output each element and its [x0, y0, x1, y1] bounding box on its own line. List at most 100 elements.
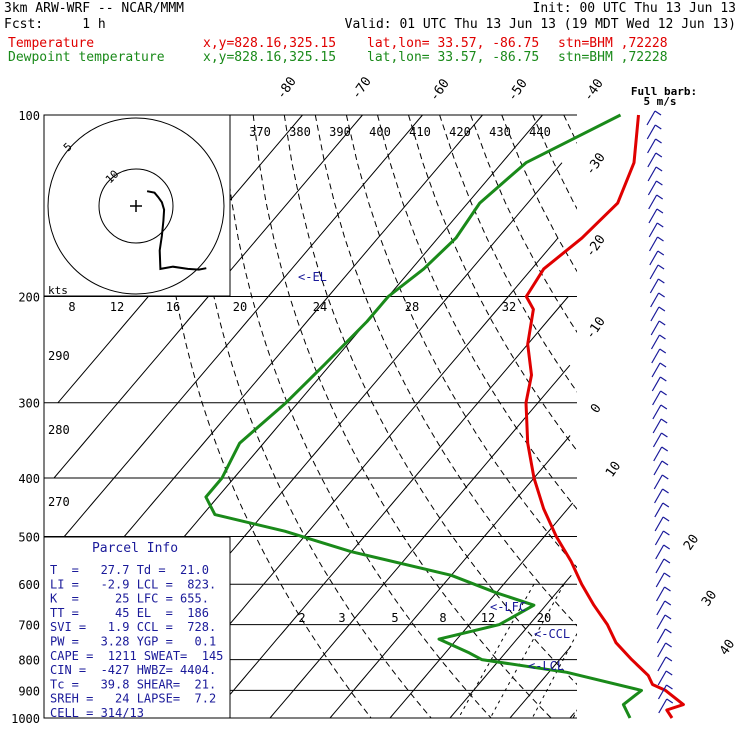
wind-barb-flag — [665, 656, 673, 662]
wind-barb-flag — [664, 614, 672, 620]
wind-barb — [649, 278, 659, 294]
dewpoint-legend-latlon: lat,lon= 33.57, -86.75 — [367, 50, 540, 65]
pressure-label: 800 — [18, 654, 40, 668]
wind-barb — [654, 502, 664, 518]
mixing-ratio-label: 2 — [298, 611, 305, 625]
wind-barb — [653, 460, 663, 476]
isotherm-line — [269, 364, 571, 719]
mixing-ratio-label: 3 — [338, 611, 345, 625]
wind-barb — [656, 600, 666, 616]
wind-barb-flag — [657, 250, 665, 256]
level-annotation: <-LFC — [490, 600, 526, 614]
model-title: 3km ARW-WRF -- NCAR/MMM — [4, 1, 185, 16]
isotherm-label: 0 — [588, 401, 605, 416]
hodograph-ring-outer — [47, 117, 225, 295]
theta-label: 400 — [369, 125, 391, 139]
pressure-label: 700 — [18, 619, 40, 633]
wind-barb-flag — [659, 376, 667, 382]
mixing-ratio-line — [610, 584, 677, 718]
parcel-info-row: K = 25 LFC = 655. — [50, 592, 209, 606]
temperature-tick-label: 24 — [313, 300, 327, 314]
wind-barb — [657, 684, 668, 700]
wind-barb — [655, 586, 666, 602]
pressure-label: 500 — [18, 530, 40, 544]
mixing-ratio-label: 5 — [391, 611, 398, 625]
isotherm-label: -30 — [583, 150, 609, 178]
wind-barb-flag — [663, 544, 671, 550]
wind-barb-flag — [660, 404, 668, 410]
level-annotation: <-CCL — [534, 627, 570, 641]
level-annotation: <-LCL — [528, 659, 564, 673]
wind-barb-flag — [658, 320, 666, 326]
wind-barb-flag — [659, 362, 667, 368]
wind-barb-flag — [657, 264, 665, 270]
isotherm-label: -20 — [583, 232, 609, 260]
theta-label: 430 — [489, 125, 511, 139]
wind-barb-flag — [657, 236, 664, 242]
wind-barb-flag — [660, 390, 667, 396]
parcel-info-row: Tc = 39.8 SHEAR= 21. — [50, 677, 216, 691]
wind-barb — [654, 488, 664, 504]
dry-adiabat — [221, 115, 492, 718]
wind-barb-flag — [665, 628, 672, 634]
temperature-tick-label: 28 — [405, 300, 419, 314]
theta-label: 370 — [249, 125, 271, 139]
wind-barb — [648, 208, 658, 224]
dry-adiabat — [252, 115, 552, 718]
temperature-tick-label: 12 — [110, 300, 124, 314]
wind-barb-flag — [659, 334, 666, 340]
wind-barb-flag — [665, 670, 673, 676]
wind-barb-flag — [658, 292, 665, 298]
isotherm-label: -70 — [349, 74, 375, 102]
wind-barb-flag — [656, 208, 664, 214]
theta-label: 380 — [289, 125, 311, 139]
level-annotation: <-EL — [298, 270, 327, 284]
isotherm-label: 40 — [717, 637, 738, 658]
wind-barb-flag — [664, 600, 672, 606]
wind-barb — [650, 334, 661, 350]
wind-barb-flag — [660, 418, 668, 424]
theta-e-labels: 370 380 390 400 410 420 430 440 — [249, 125, 551, 139]
wind-barb — [646, 124, 656, 140]
temperature-legend-latlon: lat,lon= 33.57, -86.75 — [367, 36, 540, 51]
isotherm-line — [53, 114, 363, 479]
dewpoint-legend-name: Dewpoint temperature — [8, 50, 165, 65]
wind-barb — [649, 250, 659, 266]
wind-barb — [657, 656, 667, 672]
pressure-label: 400 — [18, 472, 40, 486]
parcel-info-title: Parcel Info — [92, 541, 178, 556]
wind-barb-flag — [656, 222, 664, 228]
wind-barb-flag — [661, 432, 668, 438]
wind-barb-flag — [661, 474, 669, 480]
pressure-label: 600 — [18, 578, 40, 592]
wind-barbs: Full barb:5 m/s — [631, 85, 697, 714]
parcel-info-row: CELL = 314/13 — [50, 706, 144, 720]
hodograph-ring-inner — [98, 168, 174, 244]
wind-barb — [657, 642, 667, 658]
wind-barb — [656, 628, 666, 644]
dewpoint-legend-xy: x,y=828.16,325.15 — [203, 50, 337, 65]
forecast-hour: Fcst: 1 h — [4, 17, 106, 32]
pressure-label: 1000 — [11, 712, 40, 726]
wind-barb — [658, 698, 668, 714]
wind-barb — [656, 614, 666, 630]
wind-barb-flag — [662, 488, 669, 494]
wind-barb — [652, 418, 662, 434]
dry-adiabats — [159, 115, 740, 718]
parcel-info-row: CIN = -427 HWBZ= 4404. — [50, 663, 216, 677]
isotherm-label: 10 — [603, 459, 624, 480]
wind-barb — [651, 348, 661, 364]
wind-barb — [655, 558, 665, 574]
dry-adiabat — [314, 115, 577, 627]
dry-adiabat — [408, 115, 577, 452]
wind-barb — [650, 306, 660, 322]
wind-barb-flag — [663, 572, 671, 578]
wind-barb-flag — [666, 698, 674, 704]
valid-time: Valid: 01 UTC Thu 13 Jun 13 (19 MDT Wed … — [344, 17, 736, 32]
wind-barb — [652, 390, 662, 406]
isotherm-line — [329, 435, 571, 719]
dry-adiabat — [626, 115, 740, 718]
wind-barb — [654, 530, 664, 546]
wind-barb — [655, 572, 665, 588]
